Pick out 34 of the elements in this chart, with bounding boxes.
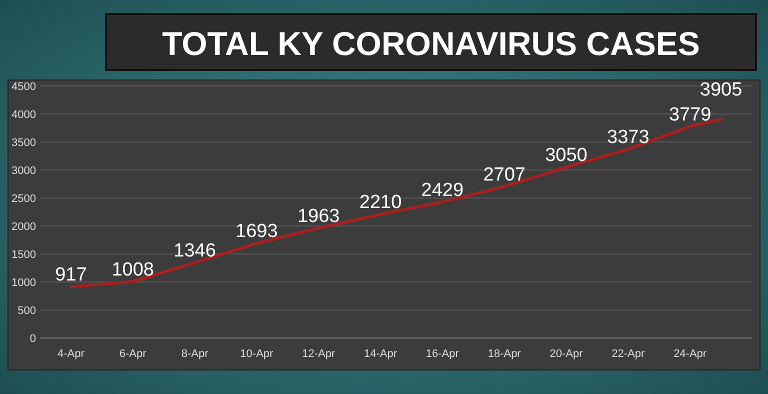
y-tick-label: 1500 [12,249,36,261]
y-tick-label: 2500 [12,193,36,205]
x-tick-label: 10-Apr [240,348,274,360]
y-tick-label: 3000 [12,165,36,177]
x-tick-label: 12-Apr [302,348,336,360]
x-tick-label: 6-Apr [119,348,147,360]
data-label: 3050 [545,145,588,166]
data-label: 917 [55,264,87,286]
x-tick-label: 8-Apr [181,348,209,360]
data-label: 3373 [607,127,650,148]
y-tick-label: 1000 [12,277,36,289]
data-label: 1693 [236,221,278,242]
x-tick-label: 4-Apr [58,348,85,360]
data-label: 1963 [297,206,340,228]
y-tick-label: 500 [18,305,36,317]
chart-title: TOTAL KY CORONAVIRUS CASES [162,25,700,62]
data-label: 1346 [174,240,216,262]
x-tick-label: 24-Apr [674,348,707,360]
y-tick-label: 4500 [12,81,36,93]
data-label: 2429 [421,180,464,201]
x-tick-label: 20-Apr [550,348,584,360]
data-label: 2210 [359,192,402,214]
x-tick-label: 22-Apr [612,348,646,360]
x-tick-label: 18-Apr [488,348,522,360]
y-tick-label: 2000 [12,221,36,233]
x-tick-label: 14-Apr [364,348,398,360]
data-label: 1008 [112,260,154,281]
y-tick-label: 4000 [12,109,36,121]
y-tick-label: 0 [30,333,36,345]
data-label: 2707 [483,164,526,186]
x-tick-label: 16-Apr [426,348,460,360]
data-label: 3905 [700,79,742,100]
y-tick-label: 3500 [12,137,36,149]
data-label: 3779 [668,104,712,126]
